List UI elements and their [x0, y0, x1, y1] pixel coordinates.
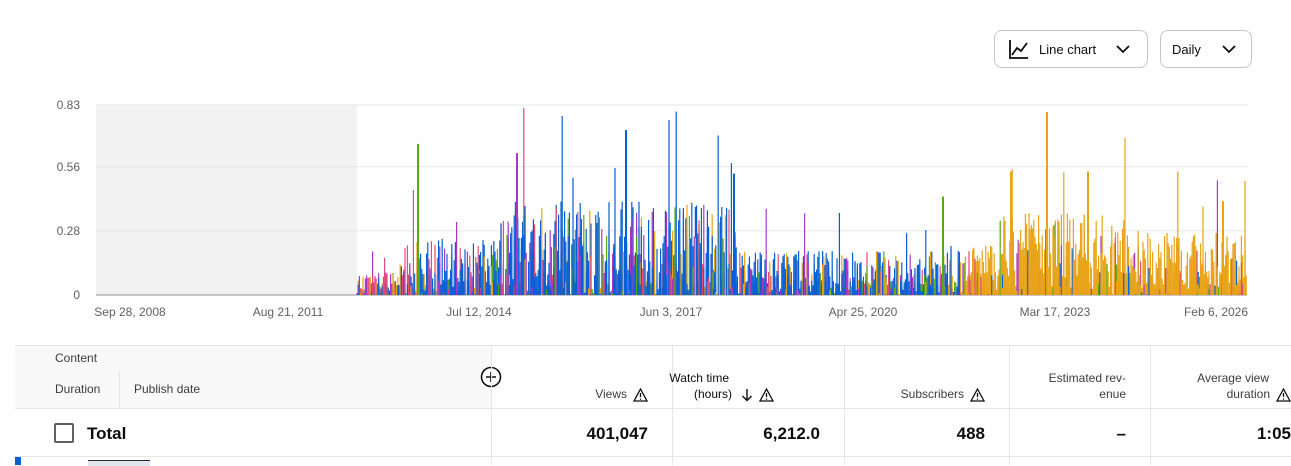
video-thumbnail[interactable]	[88, 460, 150, 466]
x-tick-label: Aug 21, 2011	[253, 305, 324, 319]
publish-date-header[interactable]: Publish date	[134, 382, 201, 396]
x-tick-label: Feb 6, 2026	[1184, 305, 1248, 319]
total-bottom-border	[15, 456, 1291, 457]
chevron-down-icon	[1221, 41, 1237, 57]
granularity-label: Daily	[1172, 41, 1201, 57]
avd-header-line2: duration	[1226, 387, 1270, 401]
col-divider	[672, 346, 673, 465]
watch-time-header-line1: Watch time	[669, 371, 729, 385]
duration-header[interactable]: Duration	[55, 382, 101, 396]
column-header-average-view-duration[interactable]: Average view duration	[1197, 370, 1291, 402]
column-header-views[interactable]: Views	[595, 386, 648, 402]
x-tick-label: Jun 3, 2017	[640, 305, 703, 319]
y-tick-label: 0.28	[57, 224, 81, 238]
x-tick-label: Mar 17, 2023	[1020, 305, 1091, 319]
column-header-estimated-revenue[interactable]: Estimated rev- enue	[1049, 370, 1126, 402]
col-divider	[1009, 346, 1010, 465]
total-estimated-revenue: –	[1116, 424, 1126, 443]
col-divider	[844, 346, 845, 465]
row-selected-indicator	[15, 457, 21, 465]
avd-header-line1: Average view	[1197, 371, 1269, 385]
column-header-watch-time[interactable]: Watch time (hours)	[669, 370, 774, 402]
col-divider	[491, 346, 492, 465]
subscribers-header-label: Subscribers	[900, 387, 964, 401]
select-all-checkbox[interactable]	[54, 423, 74, 443]
chart-type-label: Line chart	[1039, 41, 1097, 57]
views-header-label: Views	[595, 387, 627, 401]
line-chart-icon	[1008, 38, 1030, 60]
chart-type-dropdown[interactable]: Line chart	[994, 30, 1148, 68]
views-chart[interactable]: 0.83 0.56 0.28 0 Sep 28, 2008 Aug 21, 2011 Ju…	[0, 90, 1291, 330]
y-tick-label: 0.56	[57, 160, 81, 174]
revenue-header-line2: enue	[1099, 387, 1126, 401]
warning-icon	[970, 387, 985, 402]
revenue-header-line1: Estimated rev-	[1048, 371, 1126, 385]
total-subscribers: 488	[956, 424, 985, 443]
total-average-view-duration: 1:05	[1256, 424, 1291, 443]
granularity-dropdown[interactable]: Daily	[1160, 30, 1252, 68]
table-top-border	[15, 345, 1291, 346]
watch-time-header-line2: (hours)	[693, 387, 732, 401]
chevron-down-icon	[1115, 41, 1131, 57]
warning-icon	[1276, 387, 1291, 402]
warning-icon	[759, 387, 774, 402]
total-label: Total	[87, 424, 127, 443]
shaded-region	[96, 105, 357, 295]
x-tick-label: Jul 12, 2014	[446, 305, 512, 319]
header-bottom-border	[15, 408, 1291, 409]
column-header-subscribers[interactable]: Subscribers	[901, 386, 985, 402]
total-views: 401,047	[586, 424, 648, 443]
warning-icon	[633, 387, 648, 402]
content-header[interactable]: Content	[55, 351, 98, 365]
divider	[119, 371, 120, 408]
total-watch-time: 6,212.0	[763, 424, 820, 443]
col-divider	[1150, 346, 1151, 465]
x-tick-label: Sep 28, 2008	[94, 305, 166, 319]
sort-arrow-down-icon	[742, 388, 752, 402]
content-header-bg	[15, 346, 491, 408]
y-tick-label: 0.83	[57, 98, 81, 112]
x-tick-label: Apr 25, 2020	[829, 305, 898, 319]
y-tick-label: 0	[73, 288, 80, 302]
